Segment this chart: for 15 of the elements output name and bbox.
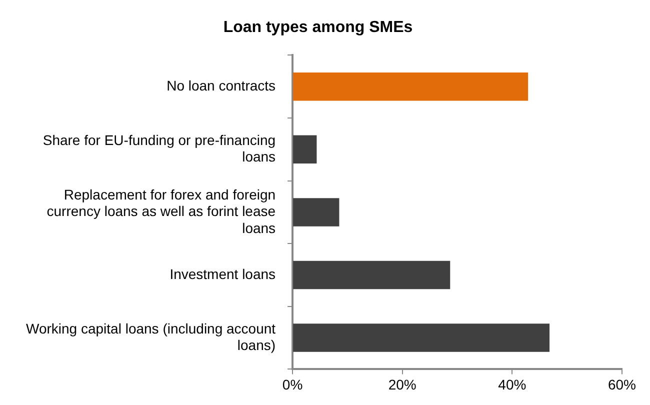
x-tick-label: 0% <box>282 376 303 392</box>
y-tick-label: Working capital loans (including account loans) <box>26 320 276 354</box>
x-tick-label: 20% <box>388 376 416 392</box>
bar <box>293 260 450 290</box>
y-tick-label: Share for EU-funding or pre-financing loans <box>42 132 276 165</box>
bar <box>293 72 528 101</box>
bar <box>293 324 550 352</box>
y-tick-label: Replacement for forex and foreign currency loans as well as forint lease loans <box>46 186 276 236</box>
y-tick-label: Investment loans <box>170 266 276 282</box>
y-tick-label: No loan contracts <box>166 77 276 94</box>
bar <box>293 198 340 226</box>
chart-title: Loan types among SMEs <box>223 19 413 36</box>
bar <box>293 135 317 164</box>
x-tick-label: 40% <box>498 376 526 392</box>
x-tick-label: 60% <box>608 376 636 392</box>
